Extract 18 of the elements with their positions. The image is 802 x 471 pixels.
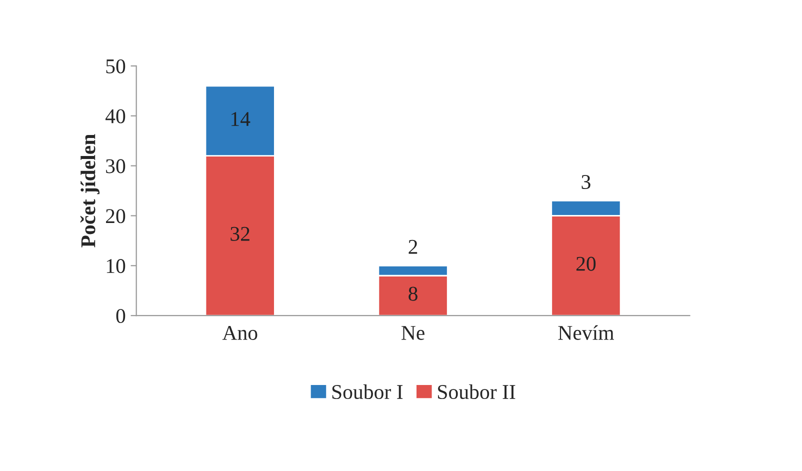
y-tick-label: 20 bbox=[106, 209, 126, 224]
data-label: 20 bbox=[576, 256, 596, 271]
data-label: 8 bbox=[408, 286, 418, 301]
y-tick-label: 10 bbox=[106, 259, 126, 274]
x-tick-label: Nevím bbox=[558, 325, 614, 340]
x-tick-label: Ano bbox=[222, 326, 258, 340]
data-label: 3 bbox=[582, 175, 590, 190]
y-tick-label: 50 bbox=[106, 59, 126, 74]
data-label: 14 bbox=[232, 112, 250, 126]
data-label: 32 bbox=[230, 226, 250, 241]
y-tick-label: 0 bbox=[116, 308, 126, 324]
legend-label: Soubor II bbox=[438, 384, 516, 400]
x-tick-label: Ne bbox=[401, 326, 424, 340]
y-axis-title: Počet jídelen bbox=[80, 134, 100, 248]
y-tick-label: 40 bbox=[105, 109, 126, 124]
legend-label: Soubor I bbox=[332, 384, 403, 400]
data-label: 2 bbox=[408, 240, 418, 254]
y-tick-label: 30 bbox=[106, 159, 126, 174]
